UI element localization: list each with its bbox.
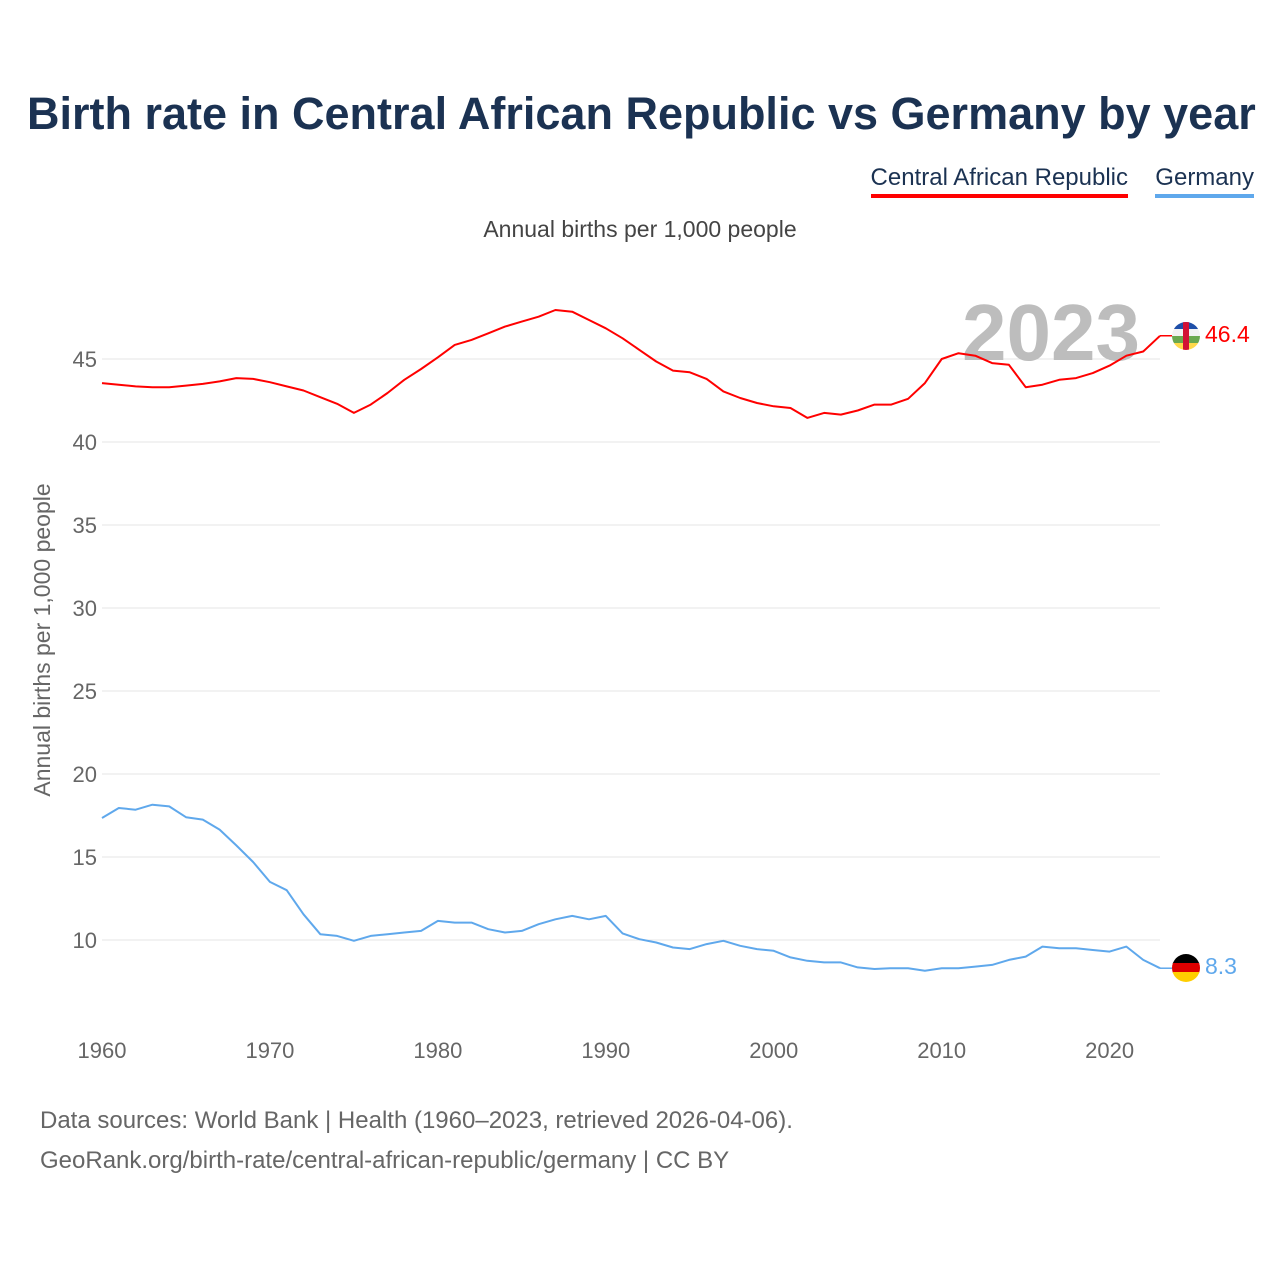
y-tick-label: 45	[73, 347, 97, 372]
chart-title: Birth rate in Central African Republic v…	[27, 88, 1256, 139]
central-african-republic-flag-icon	[1172, 322, 1200, 350]
end-label-germany: 8.3	[1205, 953, 1237, 979]
legend-item-germany[interactable]: Germany	[1155, 164, 1254, 198]
x-tick-label: 1980	[413, 1038, 462, 1063]
end-label-central-african-republic: 46.4	[1205, 321, 1250, 347]
y-tick-label: 30	[73, 596, 97, 621]
series-line-central-african-republic	[101, 309, 1161, 419]
legend-item-central-african-republic[interactable]: Central African Republic	[870, 164, 1128, 198]
x-tick-label: 2010	[917, 1038, 966, 1063]
x-tick-label: 2020	[1085, 1038, 1134, 1063]
y-tick-label: 40	[73, 430, 97, 455]
x-tick-label: 1970	[245, 1038, 294, 1063]
y-tick-label: 20	[73, 762, 97, 787]
y-axis-title: Annual births per 1,000 people	[29, 483, 55, 796]
germany-flag-icon	[1172, 954, 1200, 982]
chart-subtitle: Annual births per 1,000 people	[483, 216, 797, 242]
y-tick-label: 35	[73, 513, 97, 538]
footer-sources: Data sources: World Bank | Health (1960–…	[40, 1107, 793, 1134]
footer-url[interactable]: GeoRank.org/birth-rate/central-african-r…	[40, 1147, 730, 1174]
y-tick-label: 15	[73, 845, 97, 870]
y-tick-label: 10	[73, 928, 97, 953]
x-tick-label: 1960	[78, 1038, 127, 1063]
x-tick-label: 2000	[749, 1038, 798, 1063]
series-line-germany	[101, 803, 1161, 972]
x-tick-label: 1990	[581, 1038, 630, 1063]
x-axis-ticks: 1960 1970 1980 1990 2000 2010 2020	[78, 1038, 1135, 1063]
y-tick-label: 25	[73, 679, 97, 704]
gridlines	[102, 358, 1160, 941]
y-axis-ticks: 10 15 20 25 30 35 40 45	[73, 347, 97, 953]
